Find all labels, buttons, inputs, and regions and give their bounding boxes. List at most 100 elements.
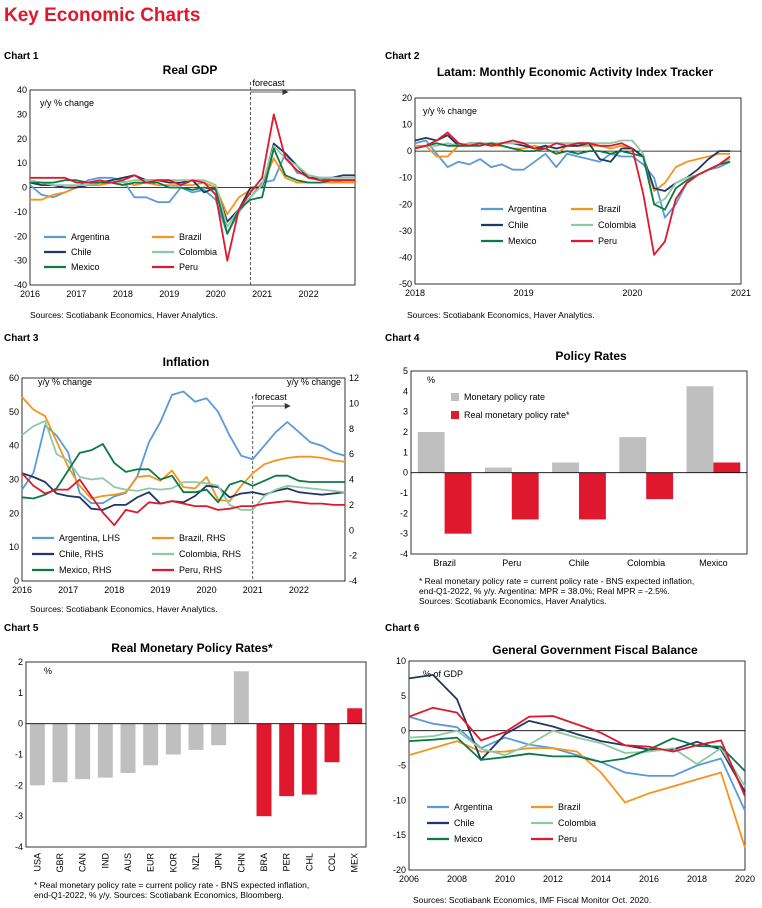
legend-label-brazil: Brazil xyxy=(598,204,621,214)
legend-label-colombia-rhs: Colombia, RHS xyxy=(179,549,241,559)
series-line-argentina xyxy=(29,152,355,235)
bar-real-monetary-policy-rate-colombia xyxy=(646,472,674,500)
y-tick-label: 0 xyxy=(403,468,408,478)
plot-frame xyxy=(25,661,367,848)
latam-activity-tracker-chart: Chart 2 Latam: Monthly Economic Activity … xyxy=(385,51,751,320)
chart-title: Policy Rates xyxy=(555,349,627,363)
x-tick-label: 2006 xyxy=(399,874,419,884)
bar-monetary-policy-rate-brazil xyxy=(417,432,445,473)
legend-label-mexico: Mexico xyxy=(454,834,483,844)
bar-monetary-policy-rate-mexico xyxy=(686,386,714,473)
x-tick-label: 2022 xyxy=(289,585,309,595)
y-right-tick-label: 12 xyxy=(349,373,359,383)
y-left-tick-label: -40 xyxy=(14,280,27,290)
y-left-tick-label: -10 xyxy=(393,795,406,805)
unit-label: % of GDP xyxy=(423,669,463,679)
legend-label-mexico: Mexico xyxy=(71,262,100,272)
y-left-tick-label: 60 xyxy=(9,373,19,383)
forecast-arrow-head xyxy=(282,89,289,95)
legend-label-chile: Chile xyxy=(71,247,92,257)
x-tick-label: MEX xyxy=(350,853,360,873)
legend-label-peru: Peru xyxy=(558,834,577,844)
series-line-argentina xyxy=(414,139,731,219)
series-line-mexico xyxy=(414,142,731,211)
y-right-tick-label: 4 xyxy=(349,475,354,485)
y-left-tick-label: 20 xyxy=(9,508,19,518)
real-monetary-policy-rates-chart: Chart 5 Real Monetary Policy Rates* -4 -3 -2… xyxy=(4,623,367,900)
series-line-peru xyxy=(30,113,355,262)
bar-monetary-policy-rate-colombia xyxy=(619,437,647,473)
y-tick-label: -2 xyxy=(15,780,23,790)
plot-frame xyxy=(410,370,748,555)
x-tick-label: PER xyxy=(282,853,292,872)
legend-label-argentina: Argentina xyxy=(71,232,110,242)
y-left-tick-label: 30 xyxy=(9,475,19,485)
y-tick-label: -3 xyxy=(400,529,408,539)
source-note: Sources: Scotiabank Economics, IMF Fisca… xyxy=(413,895,651,905)
y-left-tick-label: 10 xyxy=(402,120,412,130)
bar-nzl xyxy=(188,723,204,750)
bar-can xyxy=(75,723,91,780)
unit-label: y/y % change xyxy=(423,106,477,116)
x-tick-label: 2019 xyxy=(514,288,534,298)
bar-mex xyxy=(347,708,363,724)
legend-label-argentina: Argentina xyxy=(454,802,493,812)
chart-label: Chart 4 xyxy=(385,333,420,344)
legend-label-brazil: Brazil xyxy=(558,802,581,812)
bar-real-monetary-policy-rate-mexico xyxy=(713,462,741,473)
x-tick-label: 2020 xyxy=(622,288,642,298)
x-tick-label: 2017 xyxy=(58,585,78,595)
forecast-annotation: forecast xyxy=(253,78,286,88)
x-tick-label: 2020 xyxy=(197,585,217,595)
legend-label-chile-rhs: Chile, RHS xyxy=(59,549,104,559)
x-tick-label: Peru xyxy=(502,558,521,568)
bar-monetary-policy-rate-chile xyxy=(552,462,579,473)
x-tick-label: Brazil xyxy=(433,558,456,568)
y-left-tick-label: -50 xyxy=(399,279,412,289)
chart-label: Chart 3 xyxy=(4,333,39,344)
unit-label-left: y/y % change xyxy=(38,377,92,387)
y-tick-label: -1 xyxy=(400,488,408,498)
series-line-peru xyxy=(414,131,731,256)
series-line-mexico-rhs xyxy=(21,443,345,504)
y-left-tick-label: -20 xyxy=(393,865,406,875)
footnote-line: end-Q1-2022, % y/y. Sources: Scotiabank … xyxy=(34,890,284,900)
y-right-tick-label: 10 xyxy=(349,398,359,408)
bar-col xyxy=(324,723,340,763)
unit-label-right: y/y % change xyxy=(287,377,341,387)
legend-label-monetary-policy-rate: Monetary policy rate xyxy=(464,392,545,402)
series-line-chile-rhs xyxy=(21,472,346,511)
x-tick-label: JPN xyxy=(214,853,224,870)
bar-real-monetary-policy-rate-peru xyxy=(511,472,539,520)
chart-label: Chart 2 xyxy=(385,51,420,62)
bar-chn xyxy=(233,671,249,724)
x-tick-label: 2019 xyxy=(150,585,170,595)
x-tick-label: 2022 xyxy=(299,289,319,299)
series-line-peru xyxy=(408,706,746,797)
y-right-tick-label: 2 xyxy=(349,500,354,510)
x-tick-label: 2017 xyxy=(66,289,86,299)
x-tick-label: CHN xyxy=(236,853,246,873)
y-left-tick-label: -5 xyxy=(398,761,406,771)
x-tick-label: CAN xyxy=(78,853,88,872)
x-tick-label: Mexico xyxy=(699,558,728,568)
y-left-tick-label: 50 xyxy=(9,407,19,417)
x-tick-label: AUS xyxy=(123,853,133,872)
x-tick-label: 2020 xyxy=(735,874,755,884)
series-line-colombia-rhs xyxy=(21,420,346,511)
x-tick-label: CHL xyxy=(304,853,314,871)
x-tick-label: BRA xyxy=(259,853,269,872)
legend-label-brazil: Brazil xyxy=(179,232,202,242)
x-tick-label: EUR xyxy=(146,853,156,873)
page-title: Key Economic Charts xyxy=(4,5,201,26)
series-line-brazil-rhs xyxy=(21,396,346,503)
x-tick-label: Chile xyxy=(569,558,590,568)
y-left-tick-label: 10 xyxy=(9,542,19,552)
legend-label-real-monetary-policy-rate: Real monetary policy rate* xyxy=(464,410,570,420)
series-line-peru-rhs xyxy=(21,472,345,527)
legend-swatch-real-monetary-policy-rate xyxy=(451,411,459,419)
bar-real-monetary-policy-rate-chile xyxy=(579,472,606,520)
y-tick-label: -1 xyxy=(15,750,23,760)
unit-label: % xyxy=(44,666,52,676)
legend-swatch-monetary-policy-rate xyxy=(451,393,459,401)
